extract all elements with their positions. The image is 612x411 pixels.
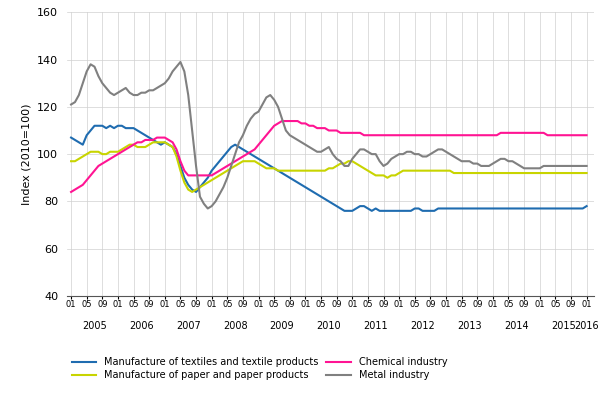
Chemical industry — [395, 133, 403, 138]
Manufacture of textiles and textile products — [106, 123, 114, 128]
Text: 2006: 2006 — [129, 321, 154, 331]
Line: Chemical industry: Chemical industry — [71, 121, 587, 192]
Metal industry — [583, 164, 591, 169]
Manufacture of textiles and textile products — [571, 206, 578, 211]
Text: 2010: 2010 — [316, 321, 341, 331]
Manufacture of paper and paper products — [67, 159, 75, 164]
Text: 2009: 2009 — [270, 321, 294, 331]
Text: 2016: 2016 — [574, 321, 599, 331]
Manufacture of textiles and textile products — [91, 123, 98, 128]
Manufacture of paper and paper products — [400, 168, 407, 173]
Metal industry — [67, 102, 75, 107]
Metal industry — [400, 152, 407, 157]
Chemical industry — [427, 133, 434, 138]
Text: 2015: 2015 — [551, 321, 575, 331]
Legend: Manufacture of textiles and textile products, Manufacture of paper and paper pro: Manufacture of textiles and textile prod… — [72, 358, 447, 381]
Chemical industry — [411, 133, 419, 138]
Text: 2005: 2005 — [82, 321, 107, 331]
Manufacture of paper and paper products — [559, 171, 567, 175]
Chemical industry — [567, 133, 575, 138]
Manufacture of paper and paper products — [149, 140, 157, 145]
Manufacture of paper and paper products — [188, 189, 196, 194]
Chemical industry — [583, 133, 591, 138]
Manufacture of textiles and textile products — [559, 206, 567, 211]
Line: Manufacture of paper and paper products: Manufacture of paper and paper products — [71, 142, 587, 192]
Metal industry — [415, 152, 422, 157]
Y-axis label: Index (2010=100): Index (2010=100) — [21, 104, 32, 205]
Manufacture of textiles and textile products — [67, 135, 75, 140]
Chemical industry — [67, 189, 75, 194]
Text: 2014: 2014 — [504, 321, 529, 331]
Metal industry — [204, 206, 211, 211]
Manufacture of paper and paper products — [431, 168, 438, 173]
Text: 2012: 2012 — [410, 321, 435, 331]
Manufacture of textiles and textile products — [400, 208, 407, 213]
Manufacture of textiles and textile products — [415, 206, 422, 211]
Text: 2007: 2007 — [176, 321, 201, 331]
Line: Manufacture of textiles and textile products: Manufacture of textiles and textile prod… — [71, 126, 587, 211]
Chemical industry — [278, 119, 286, 124]
Manufacture of paper and paper products — [415, 168, 422, 173]
Text: 2011: 2011 — [364, 321, 388, 331]
Manufacture of textiles and textile products — [431, 208, 438, 213]
Line: Metal industry: Metal industry — [71, 62, 587, 208]
Chemical industry — [103, 159, 110, 164]
Manufacture of textiles and textile products — [341, 208, 348, 213]
Metal industry — [177, 60, 184, 65]
Metal industry — [431, 149, 438, 154]
Manufacture of textiles and textile products — [583, 204, 591, 209]
Manufacture of paper and paper products — [103, 152, 110, 157]
Chemical industry — [556, 133, 563, 138]
Metal industry — [571, 164, 578, 169]
Manufacture of paper and paper products — [583, 171, 591, 175]
Text: 2013: 2013 — [457, 321, 482, 331]
Manufacture of paper and paper products — [571, 171, 578, 175]
Metal industry — [559, 164, 567, 169]
Text: 2008: 2008 — [223, 321, 247, 331]
Metal industry — [103, 85, 110, 90]
